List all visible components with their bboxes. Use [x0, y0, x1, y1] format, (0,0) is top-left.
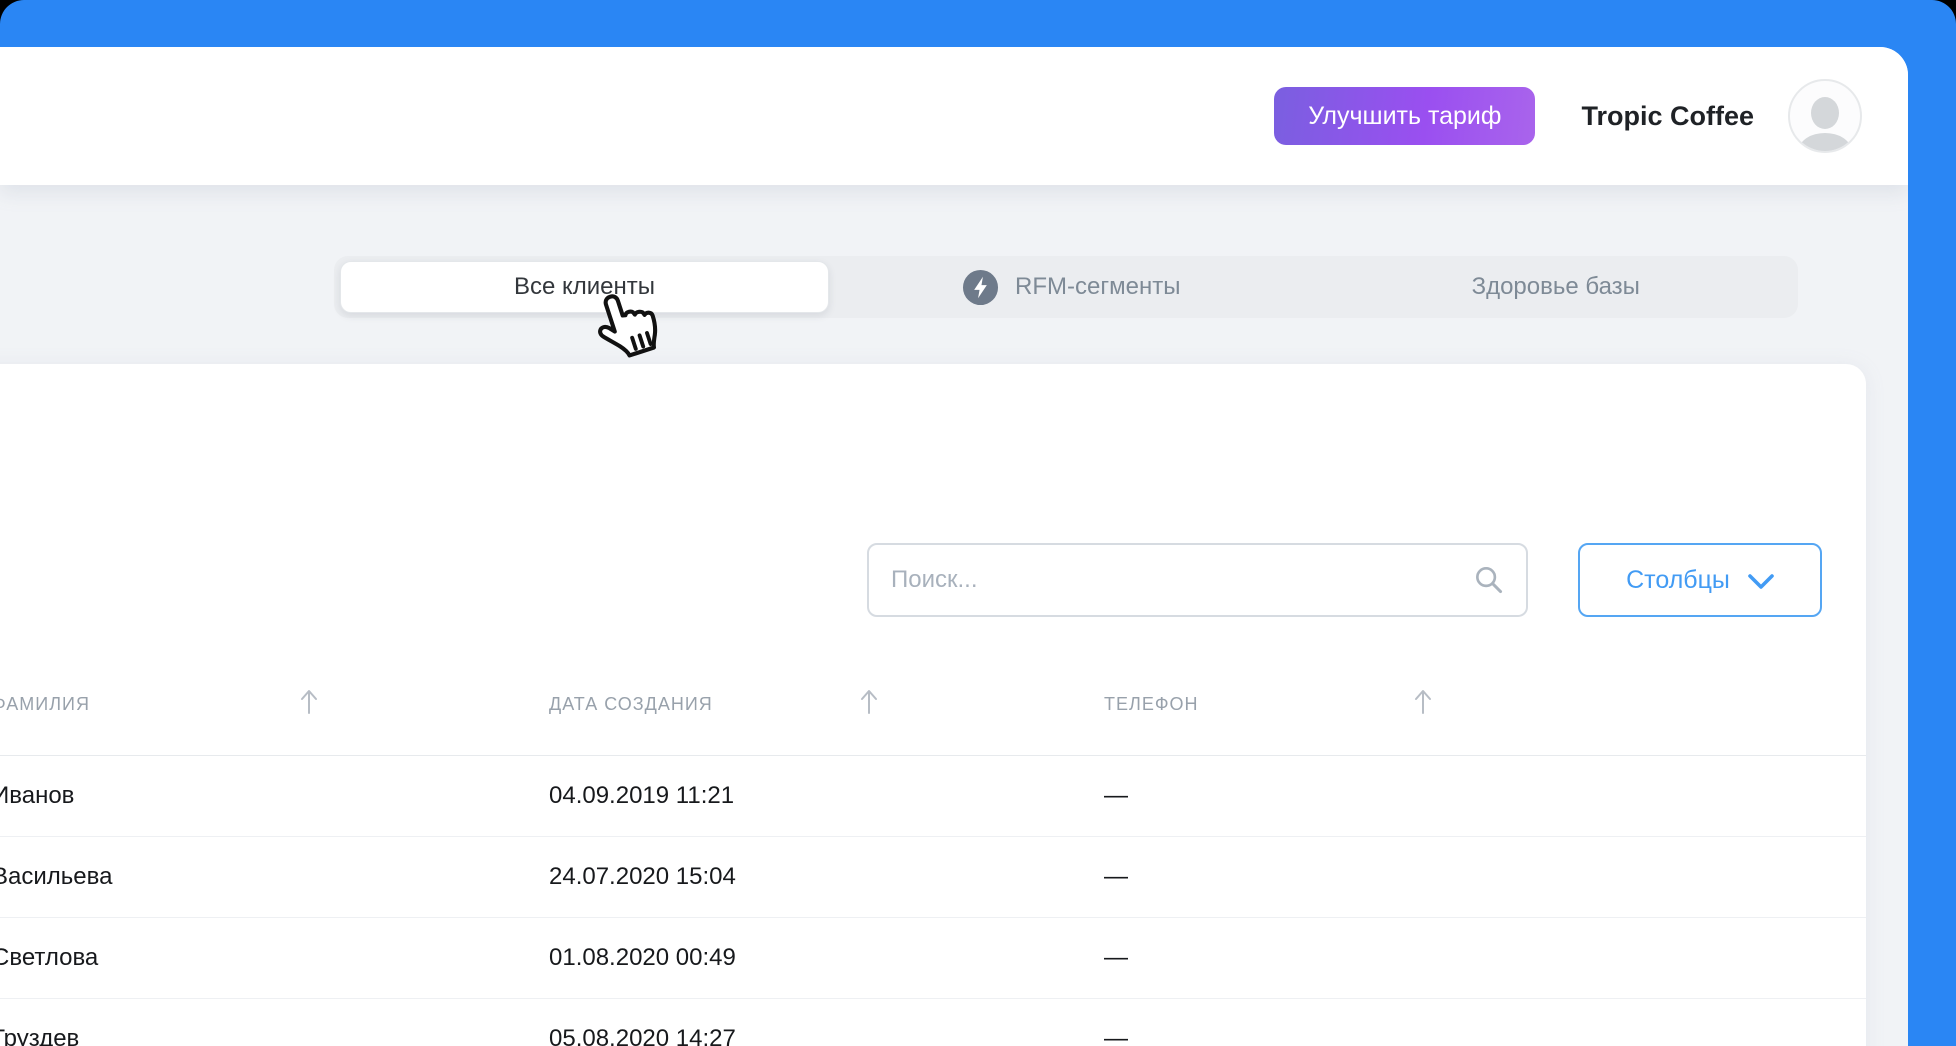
tab-all-clients-label: Все клиенты [513, 273, 656, 300]
chevron-down-icon [1748, 573, 1774, 589]
cell-phone: — [1104, 1025, 1128, 1046]
column-header-phone: ТЕЛЕФОН [1104, 694, 1199, 714]
sort-asc-icon[interactable] [298, 688, 320, 716]
avatar-person-icon [1799, 133, 1851, 151]
user-avatar[interactable] [1788, 79, 1862, 153]
upgrade-plan-button[interactable]: Улучшить тариф [1274, 87, 1536, 145]
cell-phone: — [1104, 863, 1128, 890]
clients-table-card: Столбцы ФАМИЛИЯ ДАТА СОЗДАНИЯ ТЕЛЕФОН [0, 364, 1866, 1046]
search-box [867, 543, 1528, 617]
search-input[interactable] [891, 566, 1474, 594]
table-row[interactable]: Груздев 05.08.2020 14:27 — [0, 999, 1866, 1046]
cell-surname: Васильева [0, 863, 113, 890]
cell-phone: — [1104, 944, 1128, 971]
cell-surname: Иванов [0, 782, 75, 809]
cell-surname: Груздев [0, 1025, 80, 1046]
tab-rfm-segments-label: RFM-сегменты [1015, 273, 1181, 300]
cell-surname: Светлова [0, 944, 99, 971]
cell-phone: — [1104, 782, 1128, 809]
table-header-row: ФАМИЛИЯ ДАТА СОЗДАНИЯ ТЕЛЕФОН [0, 686, 1866, 728]
cell-created: 05.08.2020 14:27 [549, 1025, 736, 1046]
table-row[interactable]: Васильева 24.07.2020 15:04 — [0, 837, 1866, 918]
avatar-person-icon [1811, 97, 1839, 129]
table-body: Иванов 04.09.2019 11:21 — Васильева 24.0… [0, 755, 1866, 1046]
account-name: Tropic Coffee [1581, 100, 1754, 131]
table-row[interactable]: Светлова 01.08.2020 00:49 — [0, 918, 1866, 999]
lightning-icon [963, 269, 999, 305]
tab-rfm-segments[interactable]: RFM-сегменты [829, 256, 1314, 318]
search-icon[interactable] [1474, 565, 1504, 595]
column-header-surname: ФАМИЛИЯ [0, 694, 90, 714]
clients-tabbar: Все клиенты RFM-сегменты Здоровье базы [334, 256, 1798, 318]
top-header-bar: Улучшить тариф Tropic Coffee [0, 47, 1908, 185]
columns-button-label: Столбцы [1626, 565, 1730, 594]
columns-dropdown-button[interactable]: Столбцы [1578, 543, 1822, 617]
tab-base-health-label: Здоровье базы [1471, 273, 1640, 300]
sort-asc-icon[interactable] [1412, 688, 1434, 716]
app-content: Улучшить тариф Tropic Coffee Все клиенты… [0, 47, 1908, 1046]
column-header-created: ДАТА СОЗДАНИЯ [549, 694, 713, 714]
table-row[interactable]: Иванов 04.09.2019 11:21 — [0, 756, 1866, 837]
cell-created: 01.08.2020 00:49 [549, 944, 736, 971]
tab-base-health[interactable]: Здоровье базы [1314, 256, 1799, 318]
sort-asc-icon[interactable] [858, 688, 880, 716]
cell-created: 04.09.2019 11:21 [549, 782, 735, 809]
cell-created: 24.07.2020 15:04 [549, 863, 736, 890]
tab-all-clients[interactable]: Все клиенты [340, 261, 829, 313]
